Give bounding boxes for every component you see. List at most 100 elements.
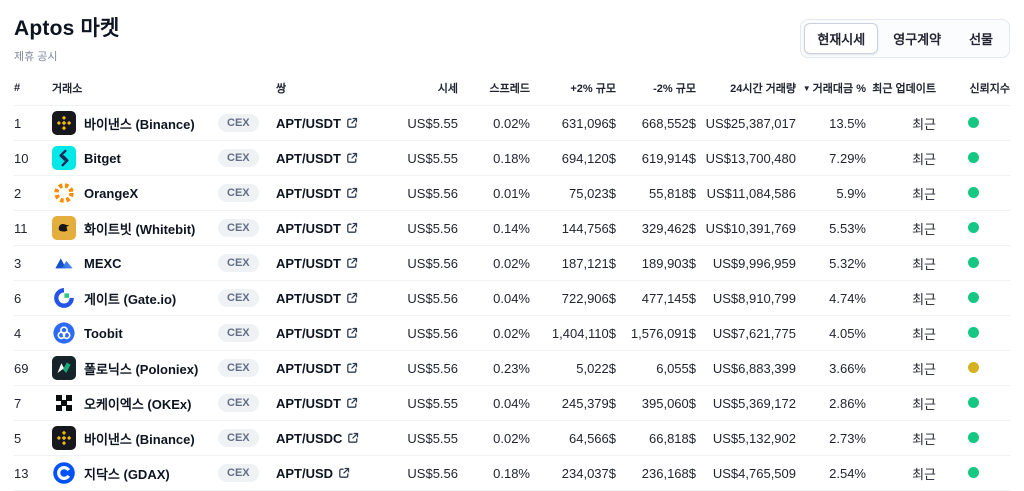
pair-link[interactable]: APT/USD: [276, 466, 350, 481]
bitget-logo-icon: [52, 146, 76, 170]
table-row: 3 MEXC CEX APT/USDT US$5.56 0.02% 187,12…: [14, 245, 1010, 281]
mexc-logo-icon: [52, 251, 76, 275]
updated-cell: 최근: [866, 105, 936, 141]
exchange-link[interactable]: 바이낸스 (Binance): [52, 111, 218, 135]
exchange-link[interactable]: 게이트 (Gate.io): [52, 286, 218, 310]
pair-link[interactable]: APT/USDT: [276, 116, 358, 131]
plus2-depth-cell: 187,121$: [530, 245, 616, 281]
price-cell: US$5.56: [386, 175, 458, 211]
rank-cell: 10: [14, 140, 52, 176]
exchange-link[interactable]: Bitget: [52, 146, 218, 170]
tab-perpetual[interactable]: 영구계약: [880, 23, 954, 54]
volume-percent-cell: 4.74%: [796, 280, 866, 316]
volume-24h-cell: US$5,369,172: [696, 385, 796, 421]
pair-label: APT/USDC: [276, 430, 343, 446]
updated-cell: 최근: [866, 455, 936, 491]
exchange-name[interactable]: 화이트빗 (Whitebit): [84, 221, 196, 237]
col-spread[interactable]: 스프레드: [458, 74, 530, 106]
exchange-link[interactable]: 바이낸스 (Binance): [52, 426, 218, 450]
col-volume-24h[interactable]: 24시간 거래량: [696, 74, 796, 106]
pair-label: APT/USDT: [276, 395, 341, 411]
table-row: 10 Bitget CEX APT/USDT US$5.55 0.18% 694…: [14, 140, 1010, 176]
external-link-icon: [338, 467, 350, 479]
cex-badge: CEX: [218, 254, 259, 272]
col-minus2-depth[interactable]: -2% 규모: [616, 74, 696, 106]
exchange-name[interactable]: 폴로닉스 (Poloniex): [84, 361, 199, 377]
plus2-depth-cell: 64,566$: [530, 420, 616, 456]
external-link-icon: [346, 152, 358, 164]
exchange-name[interactable]: 바이낸스 (Binance): [84, 116, 195, 132]
external-link-icon: [346, 362, 358, 374]
markets-table: # 거래소 쌍 시세 스프레드 +2% 규모 -2% 규모 24시간 거래량 ▼…: [14, 74, 1010, 491]
pair-link[interactable]: APT/USDC: [276, 431, 359, 446]
exchange-link[interactable]: 폴로닉스 (Poloniex): [52, 356, 218, 380]
col-badge-spacer: [218, 74, 276, 106]
col-updated[interactable]: 최근 업데이트: [866, 74, 936, 106]
exchange-name[interactable]: 오케이엑스 (OKEx): [84, 396, 192, 412]
exchange-name[interactable]: MEXC: [84, 255, 122, 271]
spread-cell: 0.02%: [458, 315, 530, 351]
okx-logo-icon: [52, 391, 76, 415]
confidence-indicator: [967, 396, 979, 408]
pair-link[interactable]: APT/USDT: [276, 256, 358, 271]
table-row: 7 오케이엑스 (OKEx) CEX APT/USDT US$5.55 0.04…: [14, 385, 1010, 421]
exchange-link[interactable]: OrangeX: [52, 181, 218, 205]
table-row: 1 바이낸스 (Binance) CEX APT/USDT US$5.55 0.…: [14, 105, 1010, 141]
exchange-link[interactable]: Toobit: [52, 321, 218, 345]
tab-spot[interactable]: 현재시세: [804, 23, 879, 54]
exchange-link[interactable]: 오케이엑스 (OKEx): [52, 391, 218, 415]
table-row: 11 화이트빗 (Whitebit) CEX APT/USDT US$5.56 …: [14, 210, 1010, 246]
updated-cell: 최근: [866, 420, 936, 456]
col-volume-percent[interactable]: ▼ 거래대금 %: [796, 74, 866, 106]
exchange-link[interactable]: 지닥스 (GDAX): [52, 461, 218, 485]
page-title: Aptos 마켓: [14, 17, 120, 40]
pair-link[interactable]: APT/USDT: [276, 396, 358, 411]
confidence-indicator: [967, 186, 979, 198]
pair-label: APT/USDT: [276, 185, 341, 201]
spread-cell: 0.04%: [458, 385, 530, 421]
plus2-depth-cell: 5,022$: [530, 350, 616, 386]
exchange-name[interactable]: 바이낸스 (Binance): [84, 431, 195, 447]
external-link-icon: [346, 117, 358, 129]
pair-link[interactable]: APT/USDT: [276, 361, 358, 376]
confidence-indicator: [967, 116, 979, 128]
exchange-name[interactable]: Toobit: [84, 325, 123, 341]
col-rank[interactable]: #: [14, 74, 52, 106]
tab-futures[interactable]: 선물: [956, 23, 1006, 54]
pair-link[interactable]: APT/USDT: [276, 186, 358, 201]
updated-cell: 최근: [866, 140, 936, 176]
pair-link[interactable]: APT/USDT: [276, 151, 358, 166]
spread-cell: 0.02%: [458, 105, 530, 141]
pair-link[interactable]: APT/USDT: [276, 291, 358, 306]
col-exchange[interactable]: 거래소: [52, 74, 218, 106]
cex-badge: CEX: [218, 149, 259, 167]
pair-label: APT/USDT: [276, 360, 341, 376]
price-cell: US$5.56: [386, 245, 458, 281]
exchange-name[interactable]: 게이트 (Gate.io): [84, 291, 177, 307]
page-header: Aptos 마켓 제휴 공시 현재시세 영구계약 선물: [14, 12, 1010, 64]
exchange-name[interactable]: 지닥스 (GDAX): [84, 466, 170, 482]
binance-logo-icon: [52, 111, 76, 135]
affiliate-disclosure-link[interactable]: 제휴 공시: [14, 51, 58, 63]
minus2-depth-cell: 189,903$: [616, 245, 696, 281]
minus2-depth-cell: 668,552$: [616, 105, 696, 141]
exchange-name[interactable]: Bitget: [84, 150, 121, 166]
pair-link[interactable]: APT/USDT: [276, 221, 358, 236]
cex-badge: CEX: [218, 114, 259, 132]
volume-percent-cell: 5.9%: [796, 175, 866, 211]
external-link-icon: [347, 432, 359, 444]
title-block: Aptos 마켓 제휴 공시: [14, 12, 120, 64]
cex-badge: CEX: [218, 324, 259, 342]
sort-desc-icon: ▼: [802, 84, 811, 93]
market-type-tabs: 현재시세 영구계약 선물: [800, 19, 1010, 58]
exchange-link[interactable]: 화이트빗 (Whitebit): [52, 216, 218, 240]
pair-link[interactable]: APT/USDT: [276, 326, 358, 341]
col-price[interactable]: 시세: [386, 74, 458, 106]
exchange-link[interactable]: MEXC: [52, 251, 218, 275]
table-row: 2 OrangeX CEX APT/USDT US$5.56 0.01% 75,…: [14, 175, 1010, 211]
col-confidence[interactable]: 신뢰지수: [936, 74, 1010, 106]
exchange-name[interactable]: OrangeX: [84, 185, 139, 201]
col-plus2-depth[interactable]: +2% 규모: [530, 74, 616, 106]
col-pair[interactable]: 쌍: [276, 74, 386, 106]
plus2-depth-cell: 144,756$: [530, 210, 616, 246]
